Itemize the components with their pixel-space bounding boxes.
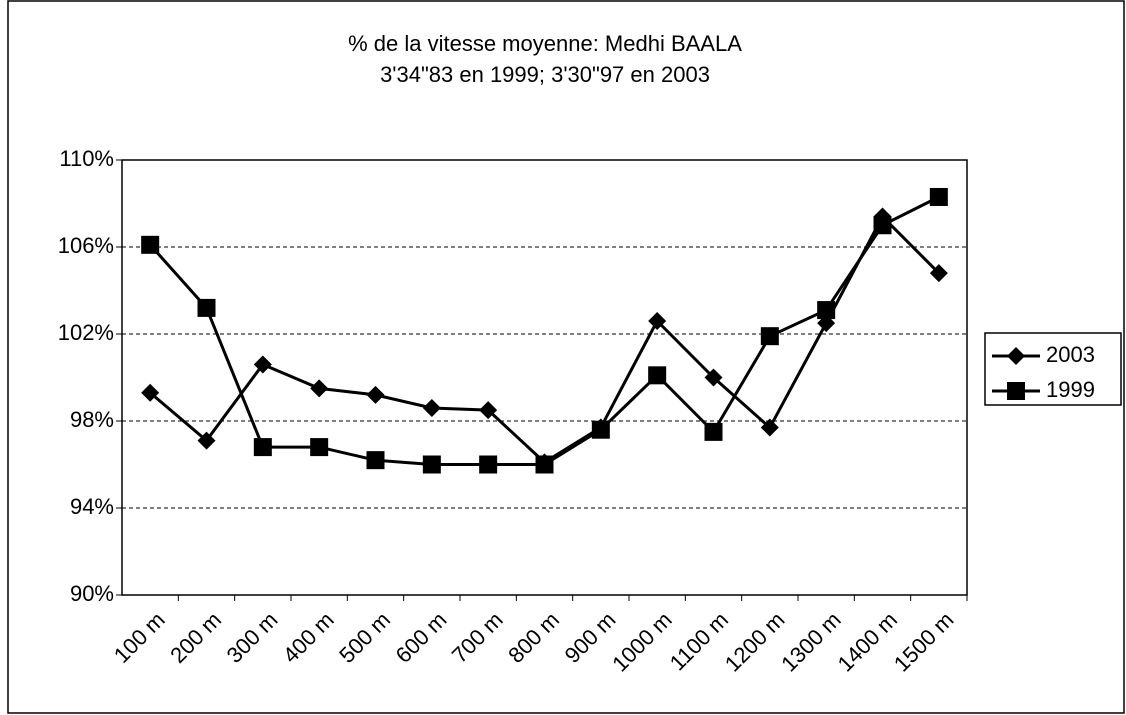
marker <box>197 298 216 317</box>
y-tick-label: 98% <box>70 407 114 432</box>
marker <box>366 385 385 404</box>
legend-label: 1999 <box>1046 377 1095 402</box>
marker <box>141 383 160 402</box>
marker <box>929 187 948 206</box>
legend-label: 2003 <box>1046 342 1095 367</box>
chart-subtitle: 3'34"83 en 1999; 3'30"97 en 2003 <box>380 62 710 87</box>
marker <box>873 216 892 235</box>
marker <box>760 327 779 346</box>
marker <box>253 355 272 374</box>
y-tick-label: 94% <box>70 494 114 519</box>
marker <box>366 451 385 470</box>
marker <box>422 455 441 474</box>
y-tick-label: 106% <box>58 233 114 258</box>
marker <box>479 401 498 420</box>
marker <box>648 311 667 330</box>
y-tick-label: 102% <box>58 320 114 345</box>
marker <box>422 398 441 417</box>
marker <box>141 235 160 254</box>
plot-area <box>121 159 968 596</box>
marker <box>1007 347 1025 365</box>
marker <box>760 418 779 437</box>
marker <box>1007 382 1025 400</box>
marker <box>591 420 610 439</box>
marker <box>648 366 667 385</box>
marker <box>929 264 948 283</box>
marker <box>253 438 272 457</box>
y-tick-label: 110% <box>59 146 114 171</box>
y-tick-label: 90% <box>70 581 114 606</box>
marker <box>479 455 498 474</box>
marker <box>535 455 554 474</box>
marker <box>310 438 329 457</box>
marker <box>310 379 329 398</box>
chart-title: % de la vitesse moyenne: Medhi BAALA <box>348 31 742 56</box>
marker <box>704 368 723 387</box>
marker <box>704 422 723 441</box>
marker <box>817 301 836 320</box>
marker <box>197 431 216 450</box>
